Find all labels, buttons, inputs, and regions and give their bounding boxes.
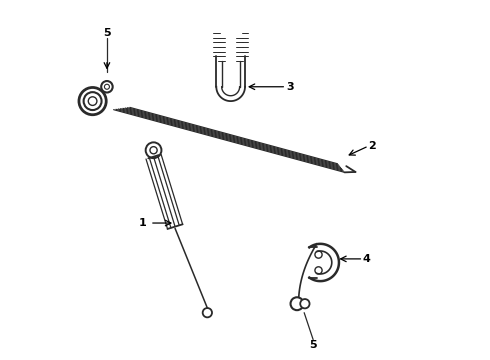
Text: 5: 5 [309, 340, 317, 350]
Circle shape [101, 81, 113, 93]
Text: 4: 4 [363, 254, 371, 264]
Circle shape [84, 92, 101, 110]
Text: 2: 2 [368, 141, 376, 151]
Circle shape [291, 297, 303, 310]
Text: 1: 1 [139, 218, 147, 228]
Circle shape [300, 299, 310, 309]
Circle shape [79, 87, 106, 115]
Text: 5: 5 [103, 28, 111, 38]
Text: 3: 3 [286, 82, 294, 92]
